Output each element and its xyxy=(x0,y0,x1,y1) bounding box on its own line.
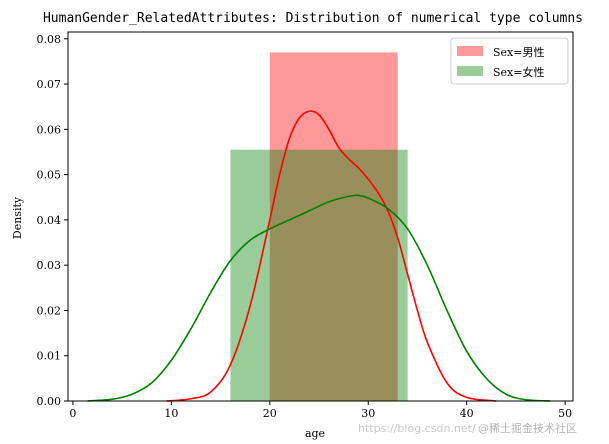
legend-box xyxy=(450,37,569,85)
chart-legend: Sex=男性 Sex=女性 xyxy=(450,37,569,85)
y-tick-label: 0.08 xyxy=(37,33,62,46)
y-tick-label: 0.06 xyxy=(37,123,62,136)
kde-line-1 xyxy=(166,110,497,402)
legend-label-2: Sex=女性 xyxy=(493,65,544,79)
x-tick-label: 20 xyxy=(263,407,277,420)
y-tick-label: 0.01 xyxy=(37,350,62,363)
histogram-bars xyxy=(230,52,408,401)
kde-line-2 xyxy=(87,194,551,402)
chart-title: HumanGender_RelatedAttributes: Distribut… xyxy=(43,11,583,26)
y-tick-label: 0.02 xyxy=(37,304,62,317)
legend-label-1: Sex=男性 xyxy=(493,45,544,59)
y-axis-label: Density xyxy=(11,196,24,239)
y-tick-label: 0.04 xyxy=(37,214,62,227)
y-axis-ticks: 0.00 0.01 0.02 0.03 0.04 0.05 0.06 0.07 0.08 xyxy=(37,33,68,408)
plot-frame xyxy=(67,31,574,402)
x-tick-label: 30 xyxy=(361,407,375,420)
x-tick-label: 40 xyxy=(460,407,474,420)
kde-lines xyxy=(87,110,551,402)
watermark-brand: @稀土掘金技术社区 xyxy=(478,421,577,435)
y-tick-label: 0.07 xyxy=(37,78,62,91)
legend-swatch-1 xyxy=(457,46,483,56)
x-axis-label: age xyxy=(305,427,325,440)
y-tick-label: 0.00 xyxy=(37,395,62,408)
y-tick-label: 0.05 xyxy=(37,169,62,182)
watermark: https://blog.csdn.net/ @稀土掘金技术社区 xyxy=(358,421,577,435)
y-tick-label: 0.03 xyxy=(37,259,62,272)
legend-swatch-2 xyxy=(457,66,483,76)
x-axis-ticks: 0 10 20 30 40 50 xyxy=(69,401,572,420)
x-tick-label: 10 xyxy=(164,407,178,420)
watermark-url: https://blog.csdn.net/ xyxy=(358,422,476,435)
x-tick-label: 50 xyxy=(558,407,572,420)
histogram-bar-1 xyxy=(269,52,398,401)
x-tick-label: 0 xyxy=(69,407,76,420)
